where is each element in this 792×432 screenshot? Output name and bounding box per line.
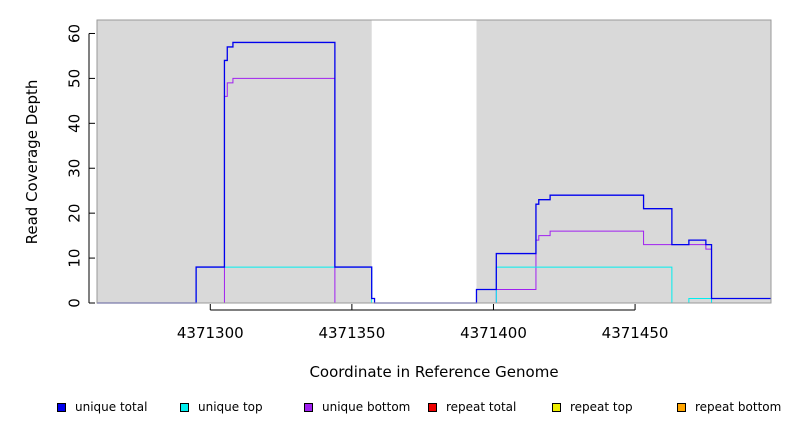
legend-item-repeat-total: repeat total xyxy=(428,400,516,414)
y-tick-label: 0 xyxy=(65,298,83,308)
shaded-region-1 xyxy=(476,20,771,303)
legend-item-unique-bottom: unique bottom xyxy=(304,400,410,414)
y-axis: 0 10 20 30 40 50 60 xyxy=(65,24,95,308)
series-unique-top xyxy=(97,266,771,304)
legend-swatch xyxy=(428,402,437,412)
plot-frame xyxy=(96,19,772,304)
legend-swatch xyxy=(552,402,561,412)
legend-label: unique bottom xyxy=(322,400,411,414)
y-tick-label: 50 xyxy=(65,69,83,88)
legend-swatch xyxy=(677,402,686,412)
plot-background xyxy=(97,20,771,303)
coverage-chart: 0 10 20 30 40 50 60 4371300 4371350 4371400 43714… xyxy=(23,19,772,381)
legend-label: repeat top xyxy=(570,400,633,414)
legend-item-repeat-bottom: repeat bottom xyxy=(677,400,781,414)
x-axis-label: Coordinate in Reference Genome xyxy=(309,363,558,381)
legend-label: repeat bottom xyxy=(695,400,782,414)
legend-label: unique top xyxy=(198,400,263,414)
y-axis-label: Read Coverage Depth xyxy=(23,80,41,245)
legend-swatch xyxy=(57,402,66,412)
y-tick-label: 30 xyxy=(65,159,83,178)
legend-item-repeat-top: repeat top xyxy=(552,400,633,414)
x-tick-label: 4371450 xyxy=(602,324,669,342)
series-unique-total xyxy=(97,41,771,304)
x-tick-label: 4371300 xyxy=(177,324,244,342)
legend-item-unique-total: unique total xyxy=(57,400,147,414)
y-tick-label: 10 xyxy=(65,249,83,268)
legend-label: repeat total xyxy=(446,400,517,414)
y-tick-label: 60 xyxy=(65,24,83,43)
x-axis: 4371300 4371350 4371400 4371450 xyxy=(177,304,669,342)
legend-swatch xyxy=(180,402,189,412)
legend-item-unique-top: unique top xyxy=(180,400,263,414)
y-tick-label: 20 xyxy=(65,204,83,223)
legend-label: unique total xyxy=(75,400,148,414)
y-tick-label: 40 xyxy=(65,114,83,133)
chart-legend: unique total unique top unique bottom repea… xyxy=(0,400,792,420)
shaded-region-0 xyxy=(97,20,372,303)
legend-swatch xyxy=(304,402,313,412)
x-tick-label: 4371350 xyxy=(318,324,385,342)
x-tick-label: 4371400 xyxy=(460,324,527,342)
